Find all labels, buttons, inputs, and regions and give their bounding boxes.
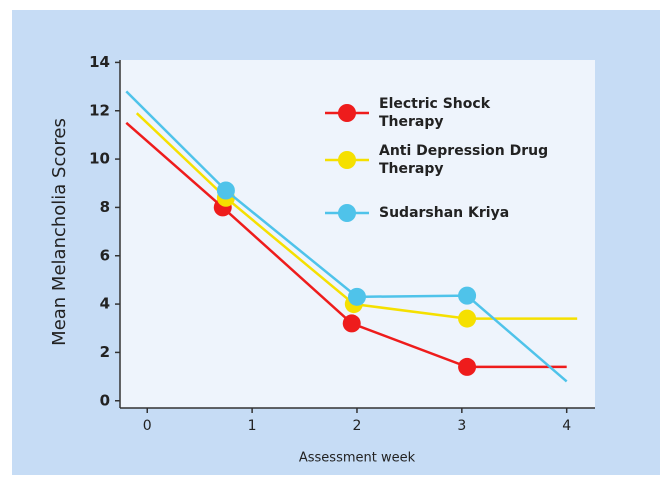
legend-entry: Sudarshan Kriya <box>325 195 559 231</box>
x-tick-label: 4 <box>562 418 571 434</box>
marker <box>216 181 235 200</box>
legend-entry: Anti Depression Drug Therapy <box>325 142 559 178</box>
x-tick-label: 3 <box>457 418 466 434</box>
x-tick-label: 0 <box>143 418 152 434</box>
legend-label: Sudarshan Kriya <box>379 205 510 221</box>
legend-label: Electric Shock Therapy <box>379 96 491 130</box>
legend-swatch <box>325 151 369 169</box>
marker <box>458 357 477 376</box>
legend-label: Anti Depression Drug Therapy <box>379 143 549 177</box>
y-tick-label: 12 <box>89 101 110 119</box>
y-tick-label: 2 <box>100 343 110 361</box>
marker <box>342 314 361 333</box>
x-tick-label: 1 <box>248 418 257 434</box>
marker <box>458 286 477 305</box>
plot-area <box>120 60 595 408</box>
legend-entry: Electric Shock Therapy <box>325 95 559 131</box>
x-axis-label: Assessment week <box>299 451 416 466</box>
y-axis-label: Mean Melancholia Scores <box>49 118 70 346</box>
y-tick-label: 0 <box>100 391 110 409</box>
legend-swatch <box>325 204 369 222</box>
marker <box>458 309 477 328</box>
y-tick-label: 4 <box>100 295 110 313</box>
y-tick-label: 8 <box>100 198 110 216</box>
y-tick-label: 10 <box>89 150 110 168</box>
y-tick-label: 14 <box>89 53 110 71</box>
marker <box>347 287 366 306</box>
x-tick-label: 2 <box>353 418 362 434</box>
y-tick-label: 6 <box>100 246 110 264</box>
legend-swatch <box>325 104 369 122</box>
